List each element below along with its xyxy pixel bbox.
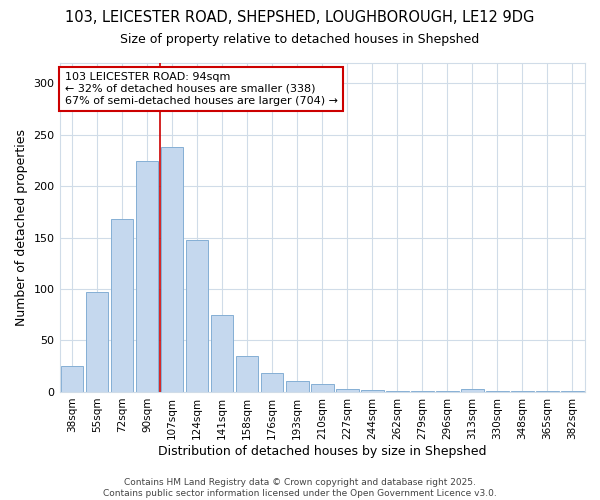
Bar [311,384,334,392]
Bar [86,292,109,392]
Text: Contains HM Land Registry data © Crown copyright and database right 2025.
Contai: Contains HM Land Registry data © Crown c… [103,478,497,498]
Bar [286,380,308,392]
Bar [436,391,458,392]
X-axis label: Distribution of detached houses by size in Shepshed: Distribution of detached houses by size … [158,444,487,458]
Bar [536,391,559,392]
Bar [511,391,534,392]
Bar [561,391,584,392]
Bar [136,162,158,392]
Text: 103, LEICESTER ROAD, SHEPSHED, LOUGHBOROUGH, LE12 9DG: 103, LEICESTER ROAD, SHEPSHED, LOUGHBORO… [65,10,535,25]
Bar [236,356,259,392]
Bar [186,240,208,392]
Bar [361,390,383,392]
Bar [411,391,434,392]
Bar [486,391,509,392]
Bar [61,366,83,392]
Bar [161,147,184,392]
Y-axis label: Number of detached properties: Number of detached properties [15,128,28,326]
Bar [336,389,359,392]
Text: 103 LEICESTER ROAD: 94sqm
← 32% of detached houses are smaller (338)
67% of semi: 103 LEICESTER ROAD: 94sqm ← 32% of detac… [65,72,338,106]
Bar [261,374,283,392]
Bar [461,389,484,392]
Bar [211,314,233,392]
Bar [111,219,133,392]
Bar [386,391,409,392]
Text: Size of property relative to detached houses in Shepshed: Size of property relative to detached ho… [121,32,479,46]
